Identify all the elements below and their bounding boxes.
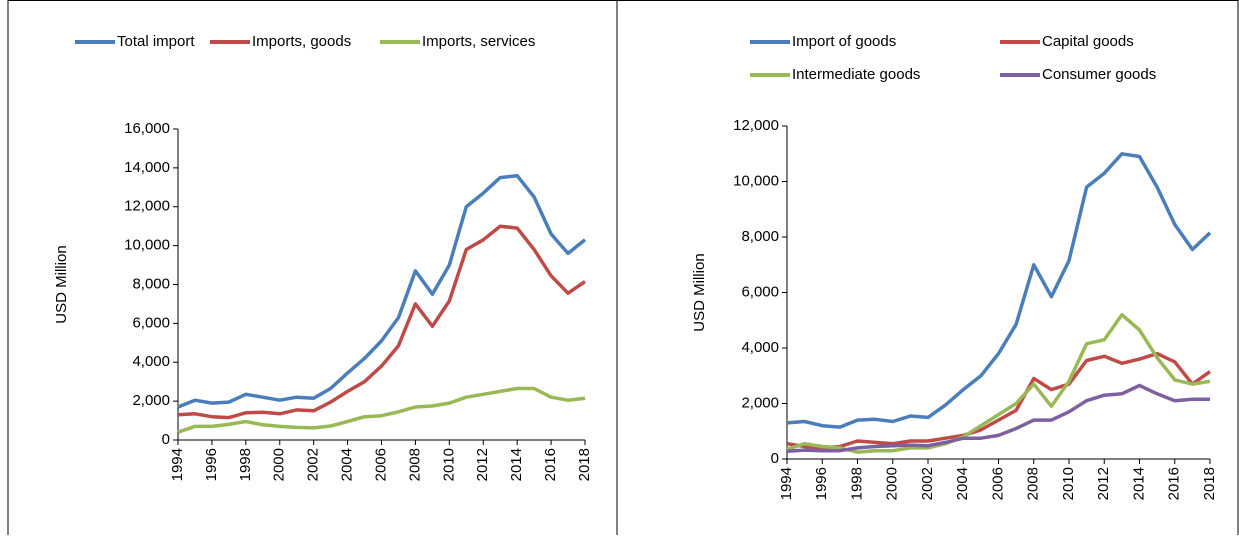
- x-tick-label: 2000: [271, 448, 288, 481]
- series-line: [177, 173, 587, 409]
- y-tick-label: 10,000: [733, 172, 779, 189]
- x-tick-label: 1994: [169, 448, 186, 481]
- series-line: [177, 224, 586, 420]
- x-tick-label: 1996: [813, 467, 830, 500]
- x-tick-label: 2008: [406, 448, 423, 481]
- y-tick-label: 4,000: [741, 339, 779, 356]
- y-tick-label: 0: [771, 450, 779, 467]
- x-tick-label: 1998: [237, 448, 254, 481]
- x-tick-label: 2000: [884, 467, 901, 500]
- legend-label: Total import: [117, 33, 195, 50]
- series-line: [786, 152, 1212, 429]
- legend-label: Import of goods: [792, 33, 896, 50]
- x-tick-label: 2018: [1201, 467, 1218, 500]
- x-tick-label: 2004: [339, 448, 356, 481]
- x-tick-label: 2004: [954, 467, 971, 500]
- series-line: [786, 383, 1210, 453]
- x-tick-label: 2010: [1060, 467, 1077, 500]
- y-axis-label: USD Million: [53, 245, 70, 323]
- y-tick-label: 2,000: [132, 392, 170, 409]
- y-tick-label: 12,000: [733, 117, 779, 134]
- y-axis-label: USD Million: [691, 253, 708, 331]
- frame: [7, 0, 1239, 540]
- series-line: [786, 351, 1212, 450]
- x-tick-label: 1994: [778, 467, 795, 500]
- y-tick-label: 14,000: [124, 159, 170, 176]
- y-tick-label: 8,000: [132, 275, 170, 292]
- y-tick-label: 12,000: [124, 198, 170, 215]
- legend-label: Imports, services: [422, 33, 535, 50]
- y-tick-label: 10,000: [124, 237, 170, 254]
- y-tick-label: 6,000: [741, 283, 779, 300]
- x-tick-label: 2018: [576, 448, 593, 481]
- legend-label: Imports, goods: [252, 33, 351, 50]
- x-tick-label: 1998: [848, 467, 865, 500]
- x-tick-label: 2008: [1025, 467, 1042, 500]
- x-tick-label: 2014: [508, 448, 525, 481]
- legend-label: Intermediate goods: [792, 66, 920, 83]
- x-tick-label: 1996: [203, 448, 220, 481]
- x-tick-label: 2010: [440, 448, 457, 481]
- x-tick-label: 2002: [305, 448, 322, 481]
- y-tick-label: 2,000: [741, 394, 779, 411]
- x-tick-label: 2012: [474, 448, 491, 481]
- y-tick-label: 16,000: [124, 120, 170, 137]
- series-line: [786, 312, 1211, 454]
- series-line: [177, 386, 586, 434]
- x-tick-label: 2014: [1130, 467, 1147, 500]
- legend-label: Consumer goods: [1042, 66, 1156, 83]
- x-tick-label: 2012: [1095, 467, 1112, 500]
- legend-label: Capital goods: [1042, 33, 1134, 50]
- x-tick-label: 2016: [542, 448, 559, 481]
- x-tick-label: 2002: [919, 467, 936, 500]
- y-tick-label: 4,000: [132, 353, 170, 370]
- x-tick-label: 2006: [372, 448, 389, 481]
- y-tick-label: 8,000: [741, 228, 779, 245]
- x-tick-label: 2016: [1166, 467, 1183, 500]
- y-tick-label: 0: [162, 431, 170, 448]
- y-tick-label: 6,000: [132, 314, 170, 331]
- x-tick-label: 2006: [989, 467, 1006, 500]
